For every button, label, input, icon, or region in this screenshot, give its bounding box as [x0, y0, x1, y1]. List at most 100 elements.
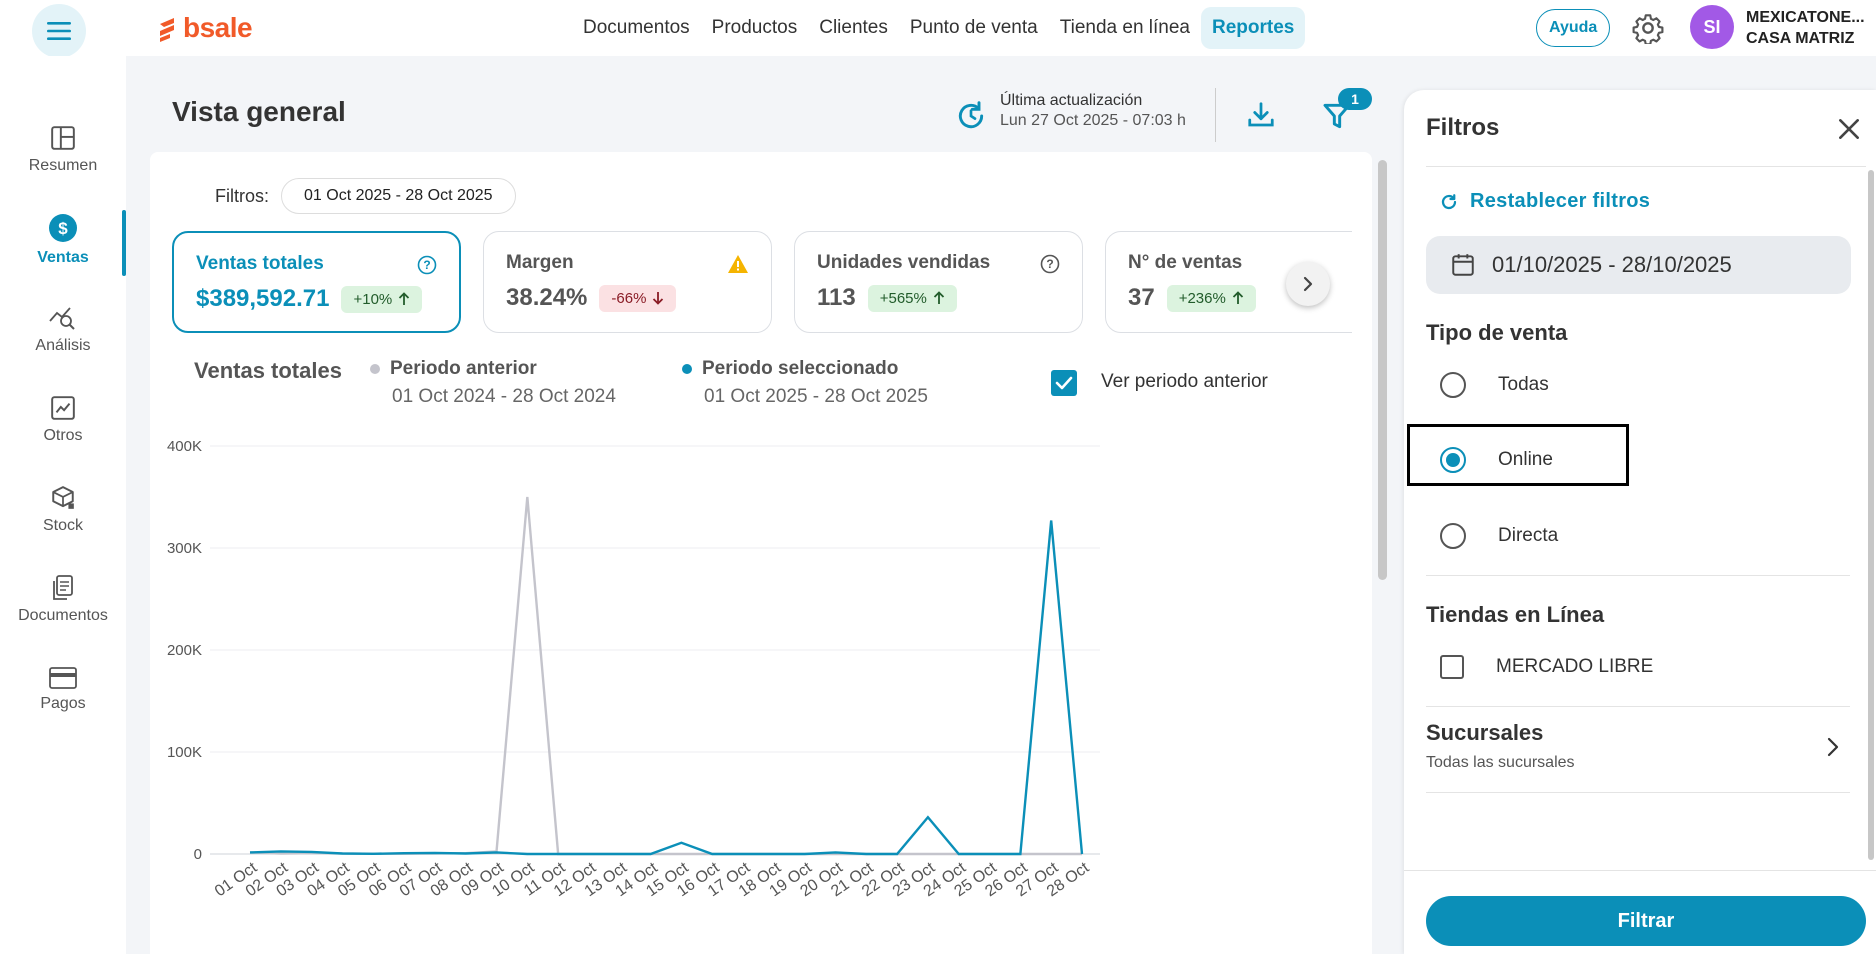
kpi-unidades-vendidas[interactable]: Unidades vendidas 113 +565% ?: [794, 231, 1083, 333]
radio-label: Todas: [1498, 374, 1549, 395]
sidebar-item-analisis[interactable]: Análisis: [0, 282, 126, 378]
brand-logo[interactable]: bsale: [157, 12, 253, 44]
divider: [1215, 88, 1216, 142]
nav-reportes[interactable]: Reportes: [1201, 7, 1306, 49]
close-icon[interactable]: [1836, 116, 1862, 142]
nav-clientes[interactable]: Clientes: [819, 17, 888, 38]
y-tick-label: 400K: [167, 438, 202, 455]
date-filter-chip[interactable]: 01 Oct 2025 - 28 Oct 2025: [281, 178, 516, 214]
kpi-title: Margen: [506, 252, 574, 273]
company-info[interactable]: MEXICATONE... CASA MATRIZ: [1746, 7, 1865, 49]
checkbox-label: MERCADO LIBRE: [1496, 656, 1654, 677]
kpi-title: Unidades vendidas: [817, 252, 991, 273]
sidebar-item-label: Ventas: [37, 249, 89, 266]
sucursales-value[interactable]: Todas las sucursales: [1426, 754, 1575, 771]
tipo-venta-title: Tipo de venta: [1426, 320, 1568, 345]
arrow-up-icon: [933, 291, 944, 304]
page-title: Vista general: [172, 96, 346, 127]
chevron-right-icon[interactable]: [1822, 736, 1844, 758]
kpi-next-button[interactable]: [1286, 262, 1330, 306]
menu-button[interactable]: [32, 4, 86, 58]
panel-scrollbar[interactable]: [1868, 170, 1874, 860]
show-previous-checkbox[interactable]: [1051, 370, 1077, 396]
download-icon[interactable]: [1246, 100, 1276, 130]
sidebar-item-otros[interactable]: Otros: [0, 372, 126, 468]
chevron-right-icon: [1303, 276, 1313, 292]
sidebar-item-ventas[interactable]: $ Ventas: [0, 192, 126, 288]
y-tick-label: 0: [194, 846, 202, 863]
warning-icon[interactable]: [727, 254, 749, 274]
last-update-time: Lun 27 Oct 2025 - 07:03 h: [1000, 112, 1186, 129]
help-circle-icon[interactable]: ?: [417, 255, 437, 275]
show-previous-label[interactable]: Ver periodo anterior: [1101, 371, 1268, 392]
radio-button[interactable]: [1440, 447, 1466, 473]
legend-prev-name: Periodo anterior: [390, 358, 537, 379]
date-range-input[interactable]: 01/10/2025 - 28/10/2025: [1426, 236, 1851, 294]
checkbox[interactable]: [1440, 655, 1464, 679]
main-scrollbar-thumb[interactable]: [1378, 160, 1387, 580]
radio-button[interactable]: [1440, 523, 1466, 549]
sidebar-item-label: Stock: [42, 517, 83, 534]
checkbox-mercado-libre[interactable]: MERCADO LIBRE: [1440, 655, 1653, 679]
nav-punto-de-venta[interactable]: Punto de venta: [909, 17, 1038, 38]
trend-icon: [51, 396, 75, 420]
legend-prev-range: 01 Oct 2024 - 28 Oct 2024: [392, 386, 616, 407]
bsale-logo-icon: [160, 18, 174, 42]
radio-online[interactable]: Online: [1440, 447, 1553, 473]
kpi-margen[interactable]: Margen 38.24% -66%: [483, 231, 772, 333]
sidebar-item-pagos[interactable]: Pagos: [0, 642, 126, 738]
calendar-icon: [1452, 254, 1474, 276]
apply-filters-button[interactable]: Filtrar: [1426, 896, 1866, 946]
radio-directa[interactable]: Directa: [1440, 523, 1558, 549]
filter-count-badge: 1: [1338, 88, 1372, 110]
radio-button[interactable]: [1440, 372, 1466, 398]
reset-filters-label: Restablecer filtros: [1470, 190, 1651, 212]
nav-productos[interactable]: Productos: [711, 17, 798, 38]
kpi-ventas-totales[interactable]: Ventas totales $389,592.71 +10% ?: [172, 231, 461, 333]
nav-documentos[interactable]: Documentos: [583, 17, 690, 38]
document-icon: [53, 575, 73, 600]
legend-selected: Periodo seleccionado 01 Oct 2025 - 28 Oc…: [682, 358, 928, 408]
kpi-change-badge: +565%: [867, 284, 957, 312]
kpi-title: N° de ventas: [1128, 252, 1243, 273]
svg-text:?: ?: [423, 258, 430, 272]
help-circle-icon[interactable]: ?: [1040, 254, 1060, 274]
sidebar-item-label: Pagos: [40, 695, 86, 712]
sidebar-item-documentos[interactable]: Documentos: [0, 552, 126, 648]
kpi-change: +10%: [353, 290, 393, 308]
sidebar-item-stock[interactable]: Stock: [0, 462, 126, 558]
chart-title: Ventas totales: [194, 358, 342, 383]
company-name: MEXICATONE...: [1746, 9, 1865, 26]
sidebar-item-label: Otros: [43, 427, 83, 444]
arrow-down-icon: [653, 292, 664, 305]
avatar[interactable]: SI: [1690, 5, 1734, 49]
radio-todas[interactable]: Todas: [1440, 372, 1549, 398]
panel-divider: [1426, 792, 1850, 793]
y-tick-label: 100K: [167, 744, 202, 761]
legend-prev: Periodo anterior 01 Oct 2024 - 28 Oct 20…: [370, 358, 616, 408]
date-range-value: 01/10/2025 - 28/10/2025: [1492, 252, 1732, 277]
legend-sel-name: Periodo seleccionado: [702, 358, 899, 379]
dollar-icon: $: [49, 214, 77, 242]
kpi-value: 37: [1128, 284, 1155, 311]
kpi-change-badge: +236%: [1166, 284, 1256, 312]
legend-sel-dot: [682, 363, 692, 374]
tiendas-title: Tiendas en Línea: [1426, 602, 1605, 627]
card-icon: [49, 667, 77, 689]
refresh-clock-icon[interactable]: [955, 100, 987, 132]
svg-text:?: ?: [1046, 257, 1053, 271]
sucursales-title[interactable]: Sucursales: [1426, 720, 1544, 745]
panel-divider: [1426, 706, 1850, 707]
last-update: Última actualización Lun 27 Oct 2025 - 0…: [1000, 92, 1186, 130]
brand-name: bsale: [183, 12, 253, 43]
gear-icon[interactable]: [1632, 12, 1664, 44]
layout-icon: [51, 126, 75, 150]
nav-tienda-en-linea[interactable]: Tienda en línea: [1059, 17, 1190, 38]
sidebar-item-label: Documentos: [18, 607, 108, 624]
last-update-label: Última actualización: [1000, 92, 1143, 109]
reset-filters-button[interactable]: Restablecer filtros: [1440, 190, 1650, 213]
help-button[interactable]: Ayuda: [1536, 9, 1611, 47]
kpi-change: -66%: [611, 289, 647, 307]
sidebar-item-resumen[interactable]: Resumen: [0, 102, 126, 198]
